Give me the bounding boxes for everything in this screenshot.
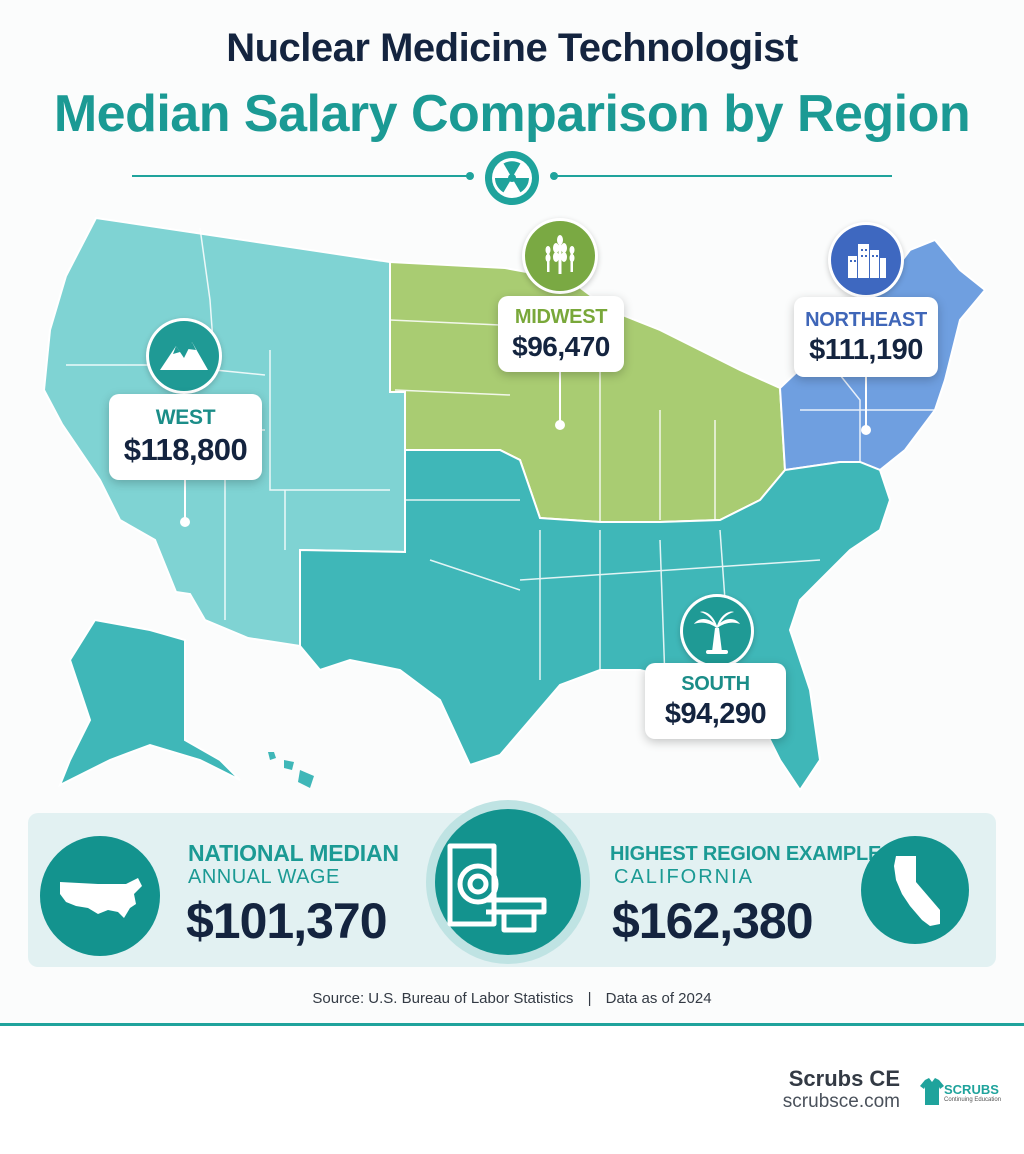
map-region-hawaii (268, 752, 314, 788)
bottom-rule (0, 1023, 1024, 1026)
mri-scanner-icon (426, 800, 590, 964)
divider-dot-right (550, 172, 558, 180)
usa-map-icon (40, 836, 160, 956)
title-line-2: Median Salary Comparison by Region (53, 85, 971, 143)
brand-url[interactable]: scrubsce.com (782, 1091, 900, 1112)
divider-right (554, 175, 892, 177)
national-value: $101,370 (186, 893, 388, 949)
city-buildings-icon (828, 222, 904, 298)
wheat-icon (522, 218, 598, 294)
source-text: Source: U.S. Bureau of Labor Statistics (312, 990, 574, 1007)
callout-south: SOUTH $94,290 (645, 663, 786, 739)
region-name-northeast: NORTHEAST (805, 309, 927, 331)
source-date: Data as of 2024 (605, 990, 712, 1007)
divider-dot-left (466, 172, 474, 180)
region-value-northeast: $111,190 (809, 334, 923, 366)
callout-northeast: NORTHEAST $111,190 (794, 297, 938, 377)
brand-name: Scrubs CE (788, 1066, 900, 1091)
highest-label: HIGHEST REGION EXAMPLE (610, 843, 882, 865)
source-separator: | (587, 990, 592, 1007)
callout-midwest: MIDWEST $96,470 (498, 296, 624, 372)
radiation-icon (485, 151, 539, 205)
mountain-icon (146, 318, 222, 394)
palm-tree-icon (680, 594, 754, 668)
callout-west: WEST $118,800 (109, 394, 262, 480)
region-value-midwest: $96,470 (512, 331, 610, 362)
brand-logo-subtext: Continuing Education (944, 1097, 1002, 1103)
region-name-south: SOUTH (681, 673, 750, 695)
divider-left (132, 175, 470, 177)
source-line: Source: U.S. Bureau of Labor Statistics … (0, 990, 1024, 1007)
scrubs-shirt-icon (920, 1078, 944, 1105)
footer (0, 1026, 1024, 1154)
highest-sublabel: CALIFORNIA (614, 866, 755, 888)
region-value-west: $118,800 (123, 432, 248, 467)
highest-value: $162,380 (612, 893, 814, 949)
california-map-icon (861, 836, 969, 944)
national-label: NATIONAL MEDIAN (188, 840, 399, 866)
map-region-alaska (58, 618, 241, 788)
region-name-west: WEST (155, 406, 216, 429)
title-line-1: Nuclear Medicine Technologist (226, 26, 798, 70)
brand-logo-text: SCRUBS (944, 1082, 999, 1097)
national-sublabel: ANNUAL WAGE (188, 866, 340, 888)
region-name-midwest: MIDWEST (514, 306, 608, 328)
region-value-south: $94,290 (664, 698, 767, 730)
